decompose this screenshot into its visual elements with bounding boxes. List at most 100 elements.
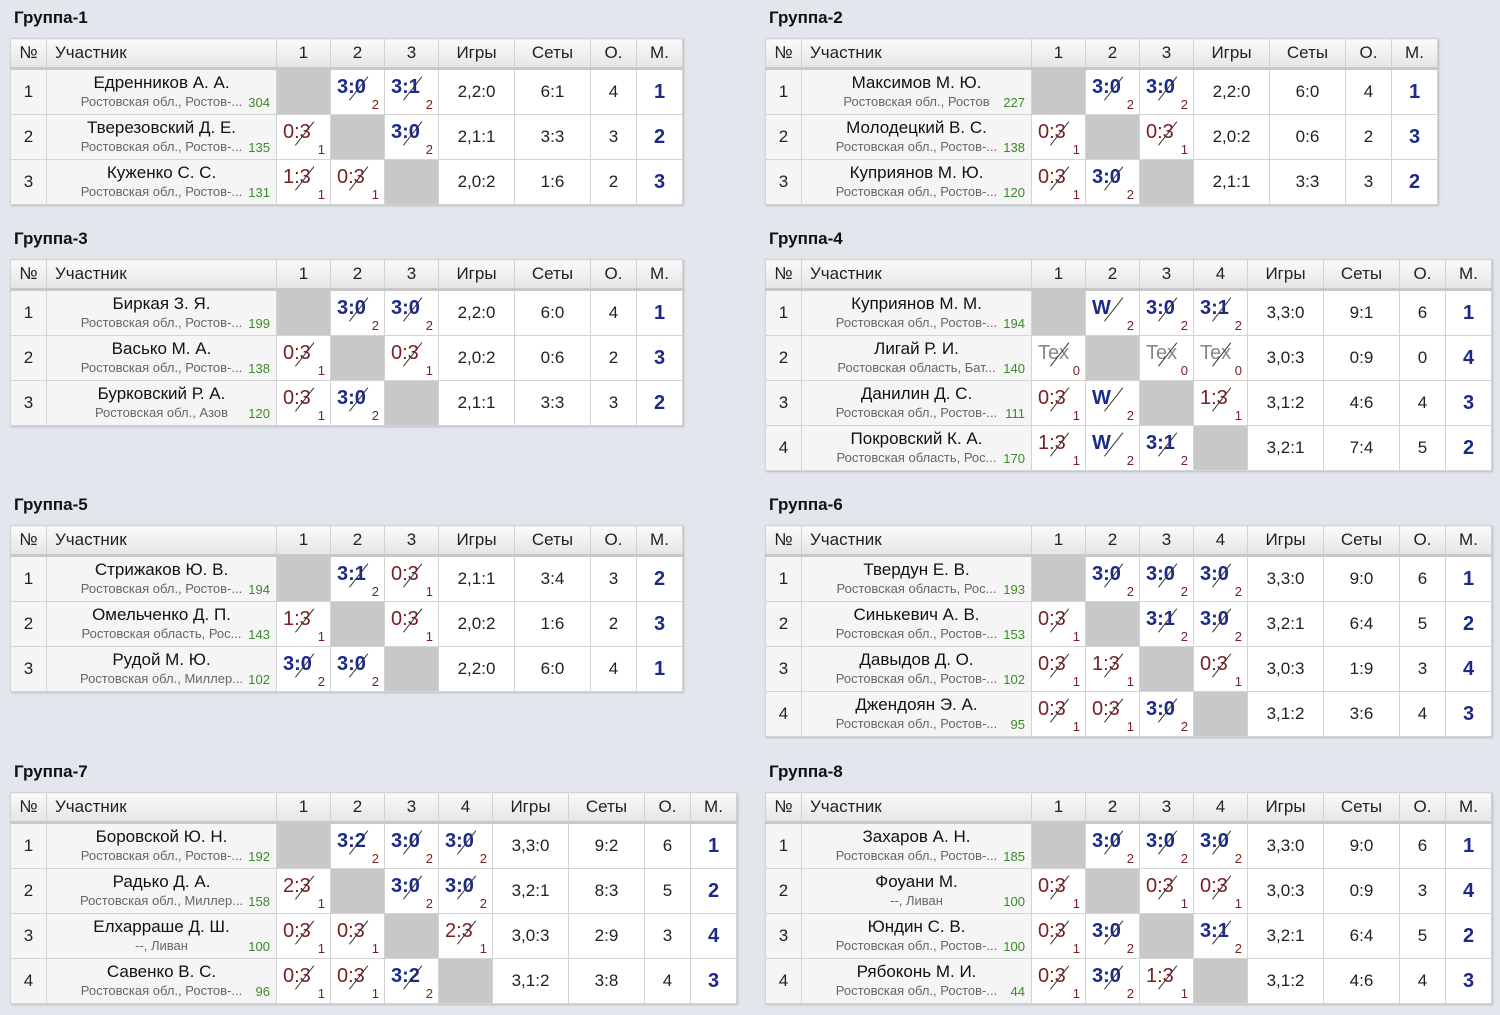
match-result-cell[interactable]: 3:0 2 — [1193, 555, 1248, 602]
participant-name[interactable]: Давыдов Д. О. — [859, 650, 974, 669]
col-header-opponent-3[interactable]: 3 — [1139, 259, 1194, 291]
participant-cell[interactable]: Едренников А. А. Ростовская обл., Ростов-… — [46, 68, 277, 115]
match-result-cell[interactable]: 0:3 1 — [1193, 868, 1248, 914]
col-header-num[interactable]: № — [10, 259, 47, 291]
participant-name[interactable]: Данилин Д. С. — [860, 384, 973, 403]
match-result-cell[interactable]: 3:0 2 — [1085, 958, 1140, 1004]
col-header-sets[interactable]: Сеты — [1323, 792, 1400, 824]
match-result-cell[interactable]: 0:3 1 — [1085, 691, 1140, 737]
table-row[interactable]: 3 Давыдов Д. О. Ростовская обл., Ростов-..… — [765, 646, 1492, 692]
col-header-points[interactable]: О. — [644, 792, 691, 824]
match-result-cell[interactable]: 3:0 2 — [1085, 913, 1140, 959]
col-header-points[interactable]: О. — [590, 38, 637, 70]
col-header-place[interactable]: М. — [1445, 259, 1492, 291]
col-header-opponent-1[interactable]: 1 — [1031, 525, 1086, 557]
participant-cell[interactable]: Васько М. А. Ростовская обл., Ростов-... 1… — [46, 335, 277, 381]
col-header-place[interactable]: М. — [636, 38, 683, 70]
participant-cell[interactable]: Джендоян Э. А. Ростовская обл., Ростов-..… — [801, 691, 1032, 737]
match-result-cell[interactable]: 2:3 1 — [438, 913, 493, 959]
participant-name[interactable]: Радько Д. А. — [112, 872, 211, 891]
participant-cell[interactable]: Куприянов М. Ю. Ростовская обл., Ростов-.… — [801, 159, 1032, 205]
col-header-opponent-2[interactable]: 2 — [330, 259, 385, 291]
table-row[interactable]: 4 Джендоян Э. А. Ростовская обл., Ростов-.… — [765, 691, 1492, 737]
table-row[interactable]: 3 Елхарраше Д. Ш. --, Ливан 100 0:3 1 0:3 1 2:3 1… — [10, 913, 737, 959]
col-header-opponent-3[interactable]: 3 — [1139, 525, 1194, 557]
table-row[interactable]: 1 Стрижаков Ю. В. Ростовская обл., Ростов-… — [10, 555, 683, 602]
table-row[interactable]: 1 Захаров А. Н. Ростовская обл., Ростов-..… — [765, 822, 1492, 869]
col-header-opponent-2[interactable]: 2 — [1085, 792, 1140, 824]
col-header-opponent-4[interactable]: 4 — [1193, 792, 1248, 824]
match-result-cell[interactable]: 3:0 2 — [384, 822, 439, 869]
col-header-participant[interactable]: Участник — [46, 525, 277, 557]
participant-cell[interactable]: Бурковский Р. А. Ростовская обл., Азов 120 — [46, 380, 277, 426]
participant-name[interactable]: Юндин С. В. — [867, 917, 966, 936]
participant-cell[interactable]: Рябоконь М. И. Ростовская обл., Ростов-..… — [801, 958, 1032, 1004]
match-result-cell[interactable]: 3:0 2 — [384, 868, 439, 914]
table-row[interactable]: 3 Рудой М. Ю. Ростовская обл., Миллер... 10… — [10, 646, 683, 692]
match-result-cell[interactable]: 0:3 1 — [1031, 868, 1086, 914]
col-header-points[interactable]: О. — [590, 525, 637, 557]
col-header-opponent-2[interactable]: 2 — [330, 38, 385, 70]
col-header-games[interactable]: Игры — [1193, 38, 1270, 70]
col-header-opponent-3[interactable]: 3 — [384, 525, 439, 557]
match-result-cell[interactable]: 0:3 1 — [1031, 913, 1086, 959]
participant-name[interactable]: Джендоян Э. А. — [855, 695, 978, 714]
participant-name[interactable]: Омельченко Д. П. — [92, 605, 231, 624]
participant-name[interactable]: Боровской Ю. Н. — [95, 827, 228, 846]
col-header-participant[interactable]: Участник — [46, 792, 277, 824]
participant-name[interactable]: Молодецкий В. С. — [846, 118, 987, 137]
match-result-cell[interactable]: 3:1 2 — [1193, 913, 1248, 959]
match-result-cell[interactable]: 0:3 1 — [1031, 159, 1086, 205]
table-row[interactable]: 3 Куприянов М. Ю. Ростовская обл., Ростов-… — [765, 159, 1438, 205]
participant-cell[interactable]: Покровский К. А. Ростовская область, Рос.… — [801, 425, 1032, 471]
col-header-opponent-2[interactable]: 2 — [1085, 38, 1140, 70]
match-result-cell[interactable]: 3:0 2 — [330, 646, 385, 692]
participant-cell[interactable]: Радько Д. А. Ростовская обл., Миллер... 15… — [46, 868, 277, 914]
match-result-cell[interactable]: 0:3 1 — [276, 335, 331, 381]
col-header-sets[interactable]: Сеты — [514, 259, 591, 291]
participant-name[interactable]: Тверезовский Д. Е. — [86, 118, 237, 137]
participant-name[interactable]: Захаров А. Н. — [862, 827, 971, 846]
table-row[interactable]: 3 Куженко С. С. Ростовская обл., Ростов-..… — [10, 159, 683, 205]
match-result-cell[interactable]: 3:0 2 — [1085, 822, 1140, 869]
match-result-cell[interactable]: 3:2 2 — [330, 822, 385, 869]
table-row[interactable]: 1 Едренников А. А. Ростовская обл., Ростов… — [10, 68, 683, 115]
participant-name[interactable]: Рудой М. Ю. — [112, 650, 211, 669]
match-result-cell[interactable]: 3:0 2 — [1193, 601, 1248, 647]
match-result-cell[interactable]: 0:3 1 — [276, 958, 331, 1004]
col-header-opponent-1[interactable]: 1 — [276, 525, 331, 557]
participant-name[interactable]: Биркая З. Я. — [112, 294, 211, 313]
col-header-participant[interactable]: Участник — [801, 792, 1032, 824]
col-header-games[interactable]: Игры — [438, 38, 515, 70]
match-result-cell[interactable]: 3:2 2 — [384, 958, 439, 1004]
match-result-cell[interactable]: 3:0 2 — [1139, 822, 1194, 869]
table-row[interactable]: 1 Биркая З. Я. Ростовская обл., Ростов-...… — [10, 289, 683, 336]
table-row[interactable]: 2 Радько Д. А. Ростовская обл., Миллер... 1… — [10, 868, 737, 914]
participant-cell[interactable]: Рудой М. Ю. Ростовская обл., Миллер... 102 — [46, 646, 277, 692]
col-header-opponent-3[interactable]: 3 — [384, 259, 439, 291]
match-result-cell[interactable]: 3:1 2 — [330, 555, 385, 602]
participant-cell[interactable]: Лигай Р. И. Ростовская область, Бат... 140 — [801, 335, 1032, 381]
match-result-cell[interactable]: 3:0 2 — [438, 822, 493, 869]
col-header-opponent-3[interactable]: 3 — [384, 792, 439, 824]
match-result-cell[interactable]: 0:3 1 — [1139, 114, 1194, 160]
col-header-opponent-1[interactable]: 1 — [276, 38, 331, 70]
match-result-cell[interactable]: 3:0 2 — [384, 114, 439, 160]
match-result-cell[interactable]: 0:3 1 — [276, 380, 331, 426]
match-result-cell[interactable]: 0:3 1 — [330, 958, 385, 1004]
participant-name[interactable]: Васько М. А. — [111, 339, 212, 358]
match-result-cell[interactable]: 1:3 1 — [276, 601, 331, 647]
table-row[interactable]: 2 Васько М. А. Ростовская обл., Ростов-...… — [10, 335, 683, 381]
participant-cell[interactable]: Куженко С. С. Ростовская обл., Ростов-...… — [46, 159, 277, 205]
col-header-opponent-4[interactable]: 4 — [1193, 525, 1248, 557]
match-result-cell[interactable]: 1:3 1 — [276, 159, 331, 205]
col-header-num[interactable]: № — [10, 792, 47, 824]
col-header-sets[interactable]: Сеты — [1323, 525, 1400, 557]
match-result-cell[interactable]: 0:3 1 — [1193, 646, 1248, 692]
match-result-cell[interactable]: 3:1 2 — [1139, 601, 1194, 647]
match-result-cell[interactable]: 1:3 1 — [1085, 646, 1140, 692]
col-header-games[interactable]: Игры — [438, 525, 515, 557]
col-header-games[interactable]: Игры — [492, 792, 569, 824]
